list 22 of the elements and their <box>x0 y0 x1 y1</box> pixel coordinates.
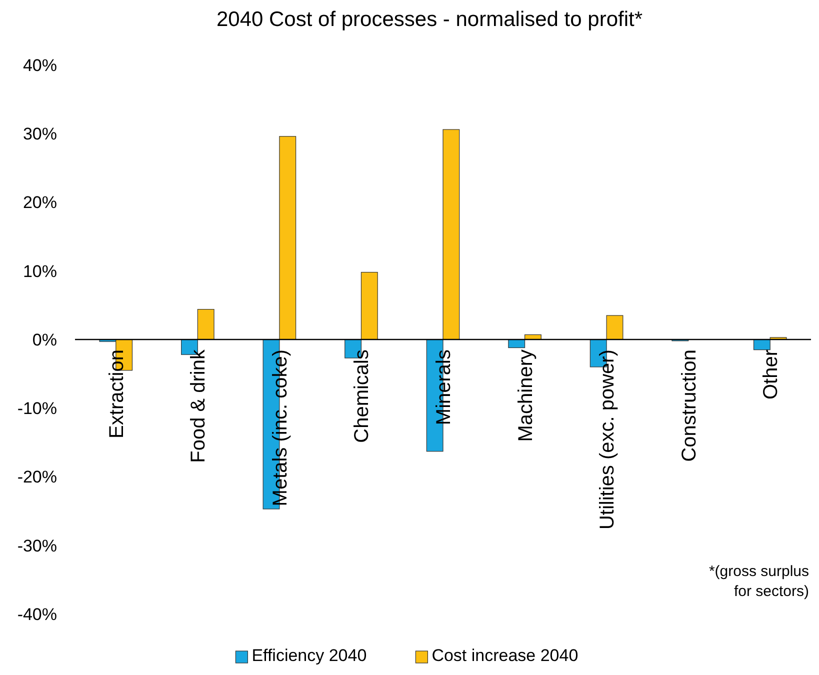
x-tick-label: Other <box>760 349 782 400</box>
y-tick-label: -40% <box>17 604 57 624</box>
x-tick-label: Construction <box>678 350 700 462</box>
chart-title: 2040 Cost of processes - normalised to profit* <box>216 8 643 31</box>
legend-label: Cost increase 2040 <box>432 646 578 665</box>
x-tick-label: Chemicals <box>351 350 374 443</box>
legend-label: Efficiency 2040 <box>252 646 367 665</box>
x-tick-label: Extraction <box>106 350 128 438</box>
y-tick-label: 20% <box>22 193 57 212</box>
x-tick-label: Metals (inc. coke) <box>269 350 292 506</box>
x-tick-label: Food & drink <box>188 348 210 463</box>
y-tick-label: 10% <box>22 262 57 281</box>
y-tick-label: 0% <box>32 330 57 350</box>
x-tick-label: Minerals <box>433 350 455 426</box>
y-tick-label: 30% <box>22 124 57 144</box>
x-tick-label: Utilities (exc. power) <box>596 350 619 530</box>
x-tick-label: Machinery <box>514 350 537 442</box>
y-tick-label: -30% <box>17 536 57 556</box>
annotation: *(gross surplus for sectors) <box>708 563 810 600</box>
y-tick-label: -20% <box>17 468 57 487</box>
y-tick-label: -10% <box>17 399 57 418</box>
y-tick-label: 40% <box>22 56 57 75</box>
